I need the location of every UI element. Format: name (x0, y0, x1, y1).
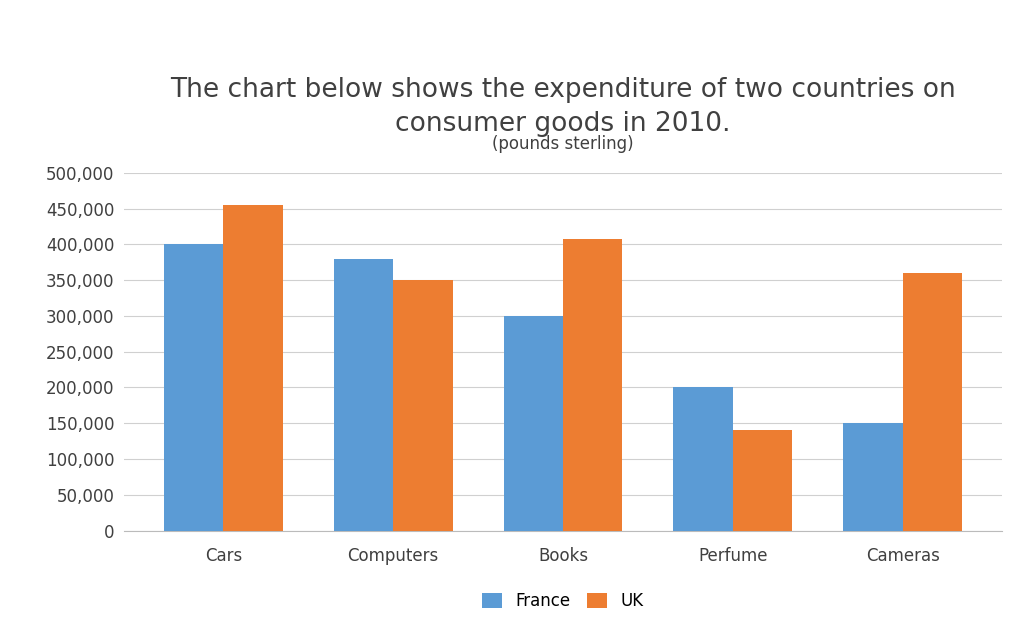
Bar (334, 259, 394, 531)
Legend: France, UK: France, UK (475, 586, 651, 617)
Bar (732, 431, 792, 531)
Bar (903, 273, 962, 531)
Bar (503, 316, 563, 531)
Bar (164, 244, 223, 531)
Text: (pounds sterling): (pounds sterling) (492, 135, 634, 153)
Bar (674, 387, 732, 531)
Bar (223, 205, 283, 531)
Bar (563, 239, 623, 531)
Bar (394, 280, 452, 531)
Title: The chart below shows the expenditure of two countries on
consumer goods in 2010: The chart below shows the expenditure of… (170, 77, 956, 137)
Bar (843, 423, 903, 531)
